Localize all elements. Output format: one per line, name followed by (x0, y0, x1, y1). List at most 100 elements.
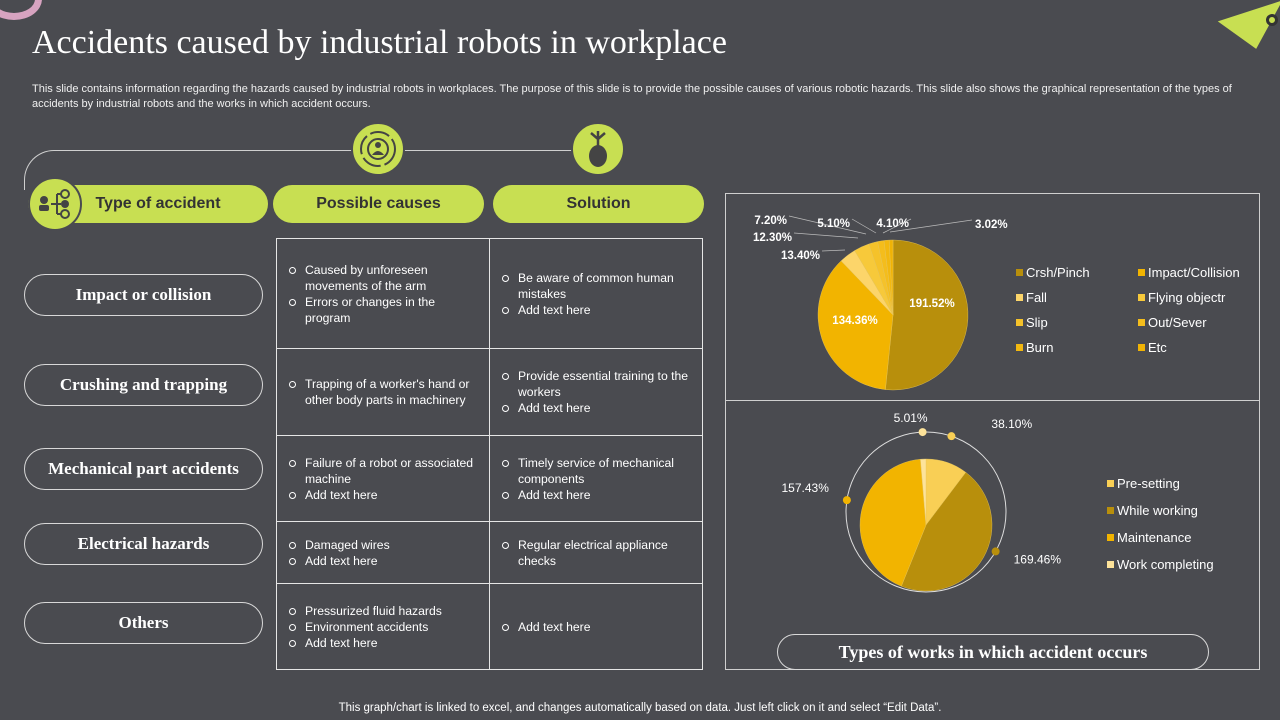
leader-line (821, 249, 846, 252)
solutions-cell: Add text here (489, 583, 703, 670)
legend-swatch (1138, 319, 1145, 326)
accident-type-pill: Impact or collision (24, 274, 263, 316)
causes-cell: Caused by unforeseen movements of the ar… (276, 238, 490, 349)
table-row: Pressurized fluid hazards Environment acc… (276, 583, 703, 670)
connector-line (24, 150, 604, 190)
data-label: 7.20% (754, 215, 787, 227)
data-label: 134.36% (832, 315, 877, 327)
legend-item: Fall (1016, 290, 1047, 305)
footer-note: This graph/chart is linked to excel, and… (338, 702, 942, 714)
legend-label: While working (1117, 503, 1198, 518)
legend-label: Flying objectr (1148, 290, 1226, 305)
legend-label: Etc (1148, 340, 1167, 355)
pie-slice (859, 459, 927, 587)
accident-type-pill: Electrical hazards (24, 523, 263, 565)
bullet-item: Be aware of common human mistakes (502, 270, 692, 302)
leader-line (793, 232, 859, 239)
person-cycle-icon (351, 122, 405, 176)
ring-marker (842, 496, 851, 505)
bullet-item: Damaged wires (289, 537, 479, 553)
leader-line (889, 219, 973, 233)
legend-item: Out/Sever (1138, 315, 1207, 330)
causes-cell: Pressurized fluid hazards Environment acc… (276, 583, 490, 670)
decor-dot (1266, 14, 1278, 26)
legend-swatch (1016, 269, 1023, 276)
table-row: Damaged wires Add text here Regular electr… (276, 521, 703, 584)
legend-swatch (1107, 507, 1114, 514)
legend-label: Pre-setting (1117, 476, 1180, 491)
ring-marker (947, 432, 956, 441)
solutions-cell: Provide essential training to the worker… (489, 348, 703, 436)
causes-cell: Damaged wires Add text here (276, 521, 490, 584)
legend-swatch (1107, 534, 1114, 541)
leader-line (851, 218, 877, 234)
table-row: Failure of a robot or associated machine… (276, 435, 703, 522)
legend-swatch (1138, 269, 1145, 276)
flowchart-icon (28, 177, 82, 231)
legend-label: Maintenance (1117, 530, 1192, 545)
legend-swatch (1138, 294, 1145, 301)
ring-marker (918, 428, 927, 437)
legend-label: Crsh/Pinch (1026, 265, 1090, 280)
data-label: 5.10% (817, 218, 850, 230)
bullet-item: Add text here (502, 487, 692, 503)
data-label: 3.02% (975, 219, 1008, 231)
legend-item: Work completing (1107, 557, 1214, 572)
data-label: 12.30% (753, 232, 792, 244)
data-label: 13.40% (781, 250, 820, 262)
bullet-item: Add text here (289, 635, 479, 651)
legend-label: Work completing (1117, 557, 1214, 572)
legend-item: Etc (1138, 340, 1167, 355)
legend-label: Slip (1026, 315, 1048, 330)
accident-type-pill: Mechanical part accidents (24, 448, 263, 490)
causes-cell: Trapping of a worker's hand or other bod… (276, 348, 490, 436)
legend-swatch (1016, 294, 1023, 301)
head-arrows-icon (571, 122, 625, 176)
header-solution: Solution (493, 185, 704, 223)
leader-line (788, 215, 867, 235)
legend-swatch (1016, 319, 1023, 326)
legend-swatch (1107, 561, 1114, 568)
bullet-item: Add text here (502, 302, 692, 318)
accident-type-pill: Crushing and trapping (24, 364, 263, 406)
legend-item: Pre-setting (1107, 476, 1180, 491)
data-label: 38.10% (991, 417, 1032, 431)
header-possible-causes: Possible causes (273, 185, 484, 223)
data-label: 4.10% (876, 218, 909, 230)
legend-label: Fall (1026, 290, 1047, 305)
legend-item: Maintenance (1107, 530, 1191, 545)
bullet-item: Failure of a robot or associated machine (289, 455, 479, 487)
bullet-item: Environment accidents (289, 619, 479, 635)
solutions-cell: Be aware of common human mistakes Add tex… (489, 238, 703, 349)
page-title: Accidents caused by industrial robots in… (32, 24, 727, 61)
legend-label: Out/Sever (1148, 315, 1207, 330)
data-label: 169.46% (1014, 552, 1062, 566)
legend-item: While working (1107, 503, 1198, 518)
legend-label: Burn (1026, 340, 1054, 355)
legend-swatch (1138, 344, 1145, 351)
bullet-item: Provide essential training to the worker… (502, 368, 692, 400)
bullet-item: Pressurized fluid hazards (289, 603, 479, 619)
ring-marker (991, 547, 1000, 556)
bullet-item: Add text here (289, 487, 479, 503)
pie-slice (920, 458, 927, 526)
data-label: 5.01% (894, 411, 928, 425)
pie-slice (817, 260, 894, 390)
hazards-table: Caused by unforeseen movements of the ar… (276, 238, 703, 670)
legend-item: Crsh/Pinch (1016, 265, 1090, 280)
legend-swatch (1107, 480, 1114, 487)
bullet-item: Timely service of mechanical components (502, 455, 692, 487)
solutions-cell: Timely service of mechanical components A… (489, 435, 703, 522)
bullet-item: Add text here (502, 400, 692, 416)
bullet-item: Errors or changes in the program (289, 294, 479, 326)
legend-item: Flying objectr (1138, 290, 1225, 305)
causes-cell: Failure of a robot or associated machine… (276, 435, 490, 522)
pie-slice (901, 472, 993, 592)
pie-slice (885, 239, 969, 391)
bullet-item: Add text here (502, 619, 692, 635)
bullet-item: Regular electrical appliance checks (502, 537, 692, 569)
accident-type-pill: Others (24, 602, 263, 644)
leader-line (882, 218, 912, 234)
work-types-chart-title: Types of works in which accident occurs (777, 634, 1209, 670)
data-label: 191.52% (909, 298, 954, 310)
